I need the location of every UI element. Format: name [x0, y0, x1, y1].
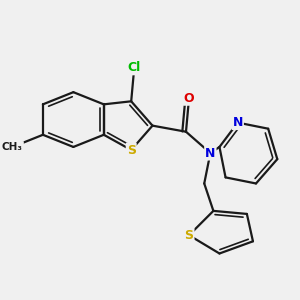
Text: S: S [127, 143, 136, 157]
Text: CH₃: CH₃ [2, 142, 23, 152]
Text: O: O [184, 92, 194, 105]
Text: N: N [205, 146, 215, 160]
Text: N: N [232, 116, 243, 129]
Text: Cl: Cl [128, 61, 141, 74]
Text: S: S [184, 229, 194, 242]
